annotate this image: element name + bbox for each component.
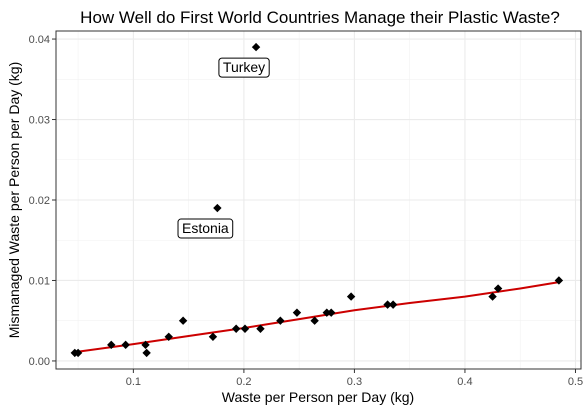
x-tick-label: 0.1 — [126, 376, 141, 388]
annotation-label: Turkey — [219, 58, 269, 77]
x-tick-label: 0.5 — [568, 376, 583, 388]
y-axis-title: Mismanaged Waste per Person per Day (kg) — [6, 62, 22, 338]
y-tick-label: 0.02 — [29, 195, 50, 207]
y-tick-label: 0.01 — [29, 275, 50, 287]
y-tick-label: 0.03 — [29, 115, 50, 127]
annotation-text: Estonia — [182, 220, 229, 236]
x-tick-label: 0.2 — [236, 376, 251, 388]
chart-title: How Well do First World Countries Manage… — [80, 8, 560, 27]
x-tick-label: 0.3 — [347, 376, 362, 388]
y-tick-label: 0.00 — [29, 356, 50, 368]
y-tick-label: 0.04 — [29, 34, 50, 46]
x-axis-title: Waste per Person per Day (kg) — [222, 389, 414, 405]
annotation-label: Estonia — [178, 219, 233, 238]
annotation-text: Turkey — [223, 59, 265, 75]
x-tick-label: 0.4 — [457, 376, 472, 388]
